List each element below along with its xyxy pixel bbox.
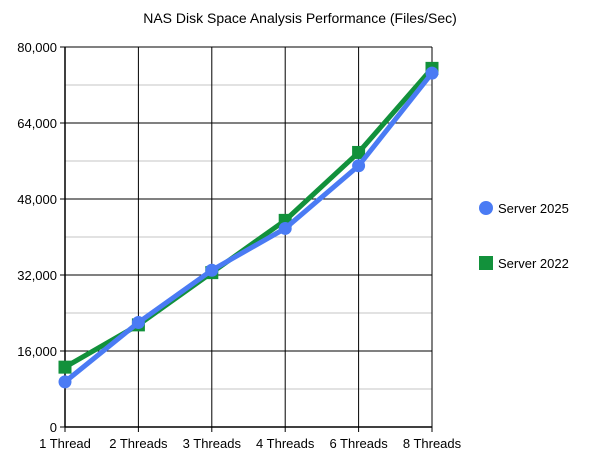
series-line-server-2025 [62,70,435,385]
data-point [352,159,366,173]
x-tick-label: 6 Threads [329,436,388,451]
data-point [58,375,72,389]
chart-title: NAS Disk Space Analysis Performance (Fil… [143,10,457,26]
data-point [131,316,145,329]
data-point [425,66,439,80]
legend-marker [479,201,493,215]
y-tick-label: 0 [50,420,57,435]
plot-area: 0 16,000 32,000 48,000 64,000 80,000 1 Thread 2… [17,40,461,451]
legend: Server 2025 Server 2022 [479,201,569,271]
legend-label: Server 2025 [498,201,569,216]
data-point [352,145,366,159]
y-tick-label: 64,000 [17,116,57,131]
legend-label: Server 2022 [498,256,569,271]
y-tick-label: 48,000 [17,192,57,207]
legend-marker [479,256,493,270]
x-tick-label: 8 Threads [403,436,462,451]
x-tick-label: 4 Threads [256,436,315,451]
data-point [205,263,219,277]
x-tick-label: 1 Thread [39,436,91,451]
y-tick-label: 32,000 [17,268,57,283]
x-tick-label: 2 Threads [109,436,168,451]
data-point [278,221,292,235]
series-line-server-2022 [62,65,435,370]
x-tick-label: 3 Threads [183,436,242,451]
data-point [58,360,72,374]
y-tick-label: 16,000 [17,344,57,359]
y-tick-label: 80,000 [17,40,57,55]
